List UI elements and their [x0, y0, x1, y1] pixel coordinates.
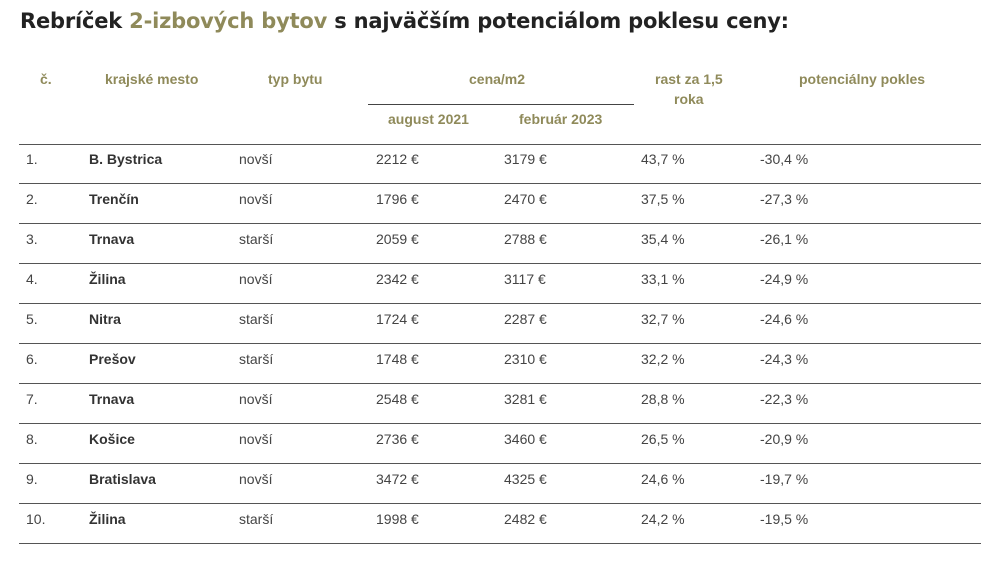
- cell-price-feb2023: 2482 €: [504, 511, 547, 527]
- cell-city: B. Bystrica: [89, 151, 163, 167]
- row-divider: [19, 463, 981, 464]
- cell-drop: -27,3 %: [760, 191, 809, 207]
- cell-price-aug2021: 1724 €: [376, 311, 419, 327]
- cell-type: starší: [239, 351, 274, 367]
- cell-growth: 24,2 %: [641, 511, 685, 527]
- row-divider: [19, 543, 981, 544]
- header-rank: č.: [40, 71, 52, 87]
- page-title: Rebríček 2-izbových bytov s najväčším po…: [20, 9, 789, 33]
- cell-type: novší: [239, 151, 273, 167]
- cell-price-aug2021: 2548 €: [376, 391, 419, 407]
- header-growth-line2: roka: [674, 91, 704, 107]
- cell-type: starší: [239, 231, 274, 247]
- row-divider: [19, 223, 981, 224]
- row-divider: [19, 503, 981, 504]
- cell-growth: 35,4 %: [641, 231, 685, 247]
- title-accent: 2-izbových bytov: [129, 9, 328, 33]
- cell-price-aug2021: 2059 €: [376, 231, 419, 247]
- cell-type: novší: [239, 271, 273, 287]
- cell-drop: -26,1 %: [760, 231, 809, 247]
- cell-rank: 2.: [26, 191, 38, 207]
- cell-drop: -20,9 %: [760, 431, 809, 447]
- cell-city: Bratislava: [89, 471, 156, 487]
- cell-rank: 4.: [26, 271, 38, 287]
- row-divider: [19, 383, 981, 384]
- cell-city: Košice: [89, 431, 135, 447]
- cell-rank: 10.: [26, 511, 46, 527]
- cell-drop: -30,4 %: [760, 151, 809, 167]
- cell-rank: 5.: [26, 311, 38, 327]
- cell-growth: 33,1 %: [641, 271, 685, 287]
- cell-price-feb2023: 2788 €: [504, 231, 547, 247]
- cell-type: starší: [239, 311, 274, 327]
- cell-price-aug2021: 1998 €: [376, 511, 419, 527]
- cell-price-feb2023: 2310 €: [504, 351, 547, 367]
- title-suffix: s najväčším potenciálom poklesu ceny:: [327, 9, 789, 33]
- header-feb2023: február 2023: [519, 111, 603, 127]
- cell-city: Žilina: [89, 511, 126, 527]
- header-price: cena/m2: [469, 71, 526, 87]
- cell-drop: -22,3 %: [760, 391, 809, 407]
- header-type: typ bytu: [268, 71, 323, 87]
- row-divider: [19, 144, 981, 145]
- cell-rank: 7.: [26, 391, 38, 407]
- cell-growth: 43,7 %: [641, 151, 685, 167]
- cell-price-feb2023: 3117 €: [504, 271, 546, 287]
- cell-price-aug2021: 2736 €: [376, 431, 419, 447]
- header-group-divider: [368, 104, 634, 105]
- cell-price-aug2021: 2342 €: [376, 271, 419, 287]
- cell-price-aug2021: 2212 €: [376, 151, 419, 167]
- cell-price-feb2023: 3179 €: [504, 151, 547, 167]
- cell-city: Žilina: [89, 271, 126, 287]
- title-prefix: Rebríček: [20, 9, 130, 33]
- cell-growth: 28,8 %: [641, 391, 685, 407]
- cell-city: Trnava: [89, 231, 135, 247]
- cell-drop: -24,9 %: [760, 271, 809, 287]
- cell-growth: 26,5 %: [641, 431, 685, 447]
- cell-type: novší: [239, 471, 273, 487]
- cell-city: Trenčín: [89, 191, 139, 207]
- row-divider: [19, 423, 981, 424]
- cell-city: Prešov: [89, 351, 136, 367]
- cell-rank: 1.: [26, 151, 38, 167]
- cell-drop: -24,3 %: [760, 351, 809, 367]
- cell-city: Nitra: [89, 311, 121, 327]
- cell-drop: -19,7 %: [760, 471, 809, 487]
- header-city: krajské mesto: [105, 71, 199, 87]
- row-divider: [19, 183, 981, 184]
- cell-rank: 3.: [26, 231, 38, 247]
- cell-rank: 9.: [26, 471, 38, 487]
- cell-price-feb2023: 2287 €: [504, 311, 547, 327]
- header-aug2021: august 2021: [388, 111, 469, 127]
- cell-type: novší: [239, 391, 273, 407]
- cell-rank: 8.: [26, 431, 38, 447]
- cell-rank: 6.: [26, 351, 38, 367]
- header-growth-line1: rast za 1,5: [655, 71, 723, 87]
- cell-price-feb2023: 4325 €: [504, 471, 547, 487]
- cell-growth: 32,2 %: [641, 351, 685, 367]
- cell-growth: 24,6 %: [641, 471, 685, 487]
- cell-drop: -19,5 %: [760, 511, 809, 527]
- cell-price-feb2023: 3460 €: [504, 431, 547, 447]
- row-divider: [19, 263, 981, 264]
- cell-price-feb2023: 2470 €: [504, 191, 547, 207]
- cell-growth: 32,7 %: [641, 311, 685, 327]
- cell-price-aug2021: 1796 €: [376, 191, 419, 207]
- cell-type: starší: [239, 511, 274, 527]
- cell-growth: 37,5 %: [641, 191, 685, 207]
- row-divider: [19, 303, 981, 304]
- cell-price-feb2023: 3281 €: [504, 391, 547, 407]
- cell-price-aug2021: 3472 €: [376, 471, 419, 487]
- row-divider: [19, 343, 981, 344]
- cell-type: novší: [239, 431, 273, 447]
- cell-type: novší: [239, 191, 273, 207]
- header-drop: potenciálny pokles: [799, 71, 926, 87]
- cell-city: Trnava: [89, 391, 135, 407]
- cell-price-aug2021: 1748 €: [376, 351, 419, 367]
- cell-drop: -24,6 %: [760, 311, 809, 327]
